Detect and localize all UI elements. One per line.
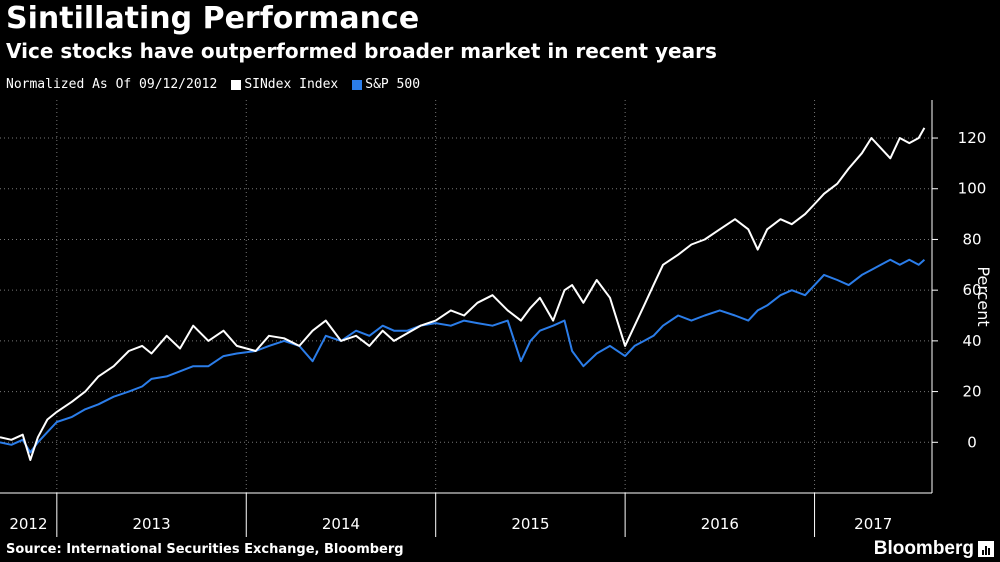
grid (0, 100, 932, 493)
x-tick-label-2014: 2014 (322, 515, 360, 533)
y-tick-label-40: 40 (962, 332, 981, 350)
x-tick-label-2012: 2012 (9, 515, 47, 533)
series-lines (0, 127, 926, 461)
legend-label-sp500: S&P 500 (365, 77, 421, 92)
y-tick-label-60: 60 (962, 281, 981, 299)
bloomberg-logo: Bloomberg (874, 537, 994, 561)
chart-subtitle: Vice stocks have outperformed broader ma… (6, 39, 717, 63)
bars-icon (978, 541, 994, 557)
brand-name: Bloomberg (873, 538, 974, 559)
chart-title: Sintillating Performance (6, 1, 420, 36)
y-tick-label-20: 20 (962, 383, 981, 401)
legend-item-sindex: SINdex Index (231, 76, 338, 94)
x-tick-label-2017: 2017 (854, 515, 892, 533)
legend: Normalized As Of 09/12/2012 SINdex Index… (6, 76, 420, 94)
series-line-sindex (0, 127, 926, 461)
axes: 0 20 40 60 80 100 120 Percent 2012 2013 2014 2015 20… (0, 100, 993, 537)
series-line-sp500 (0, 258, 926, 454)
y-tick-label-120: 120 (958, 129, 987, 147)
x-tick-label-2013: 2013 (132, 515, 170, 533)
y-tick-label-100: 100 (958, 180, 987, 198)
y-tick-label-80: 80 (962, 230, 981, 248)
source-note: Source: International Securities Exchang… (6, 542, 404, 557)
legend-label-sindex: SINdex Index (244, 77, 339, 92)
x-tick-label-2016: 2016 (701, 515, 739, 533)
legend-item-sp500: S&P 500 (352, 76, 420, 94)
legend-swatch-sindex (231, 80, 242, 90)
y-axis-label: Percent (974, 266, 993, 326)
normalization-note: Normalized As Of 09/12/2012 (6, 77, 218, 92)
legend-swatch-sp500 (352, 80, 363, 90)
x-tick-label-2015: 2015 (511, 515, 549, 533)
y-tick-label-0: 0 (967, 433, 977, 451)
